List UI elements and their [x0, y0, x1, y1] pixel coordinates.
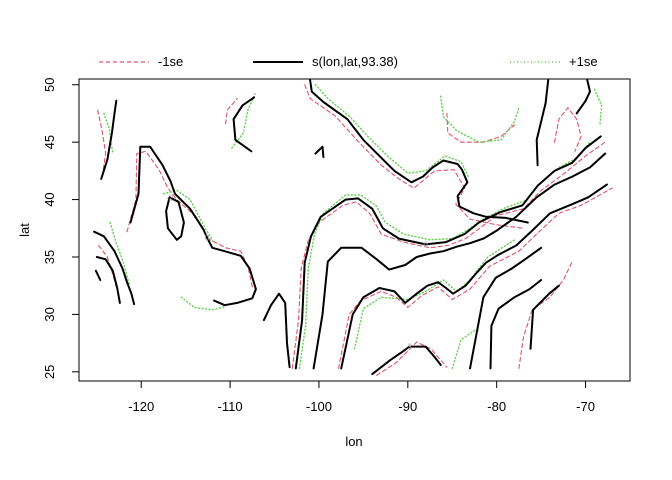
contour-line	[100, 99, 118, 180]
legend-label-plus1se: +1se	[569, 54, 598, 69]
contour-line	[376, 341, 448, 376]
contour-line	[180, 296, 227, 311]
y-tick-label: 35	[42, 250, 57, 264]
plot-frame	[78, 78, 631, 382]
y-axis: 25 30 35 40 45 50	[42, 78, 79, 379]
contour-line	[294, 135, 602, 370]
legend: -1se s(lon,lat,93.38) +1se	[99, 54, 598, 69]
legend-label-fit: s(lon,lat,93.38)	[312, 54, 398, 69]
contour-series-layer: 0 -2 0 3	[93, 79, 613, 376]
legend-label-minus1se: -1se	[158, 54, 183, 69]
x-tick-label: -100	[306, 399, 332, 414]
contour-line	[225, 97, 238, 125]
series-minus1se	[97, 84, 613, 376]
x-tick-label: -90	[398, 399, 417, 414]
contour-line	[489, 279, 543, 370]
contour-line	[446, 112, 516, 143]
contour-line	[535, 79, 550, 167]
contour-level-label: 3	[407, 343, 412, 352]
series-fit: 0 -2 0 3	[93, 79, 608, 376]
contour-line	[312, 152, 607, 370]
contour-line	[529, 284, 560, 350]
contour-line	[129, 145, 257, 307]
contour-line	[291, 141, 606, 369]
contour-level-label: -2	[166, 193, 174, 202]
contour-line	[94, 269, 102, 281]
y-tick-label: 50	[42, 78, 57, 92]
contour-line	[593, 88, 603, 127]
y-axis-title: lat	[17, 223, 32, 237]
contour-line	[109, 221, 131, 287]
contour-line	[93, 230, 136, 306]
contour-line	[98, 244, 120, 298]
contour-level-label: 0	[423, 240, 428, 249]
contour-line	[304, 84, 524, 229]
y-tick-label: 25	[42, 365, 57, 379]
contour-level-label: 0	[205, 233, 210, 242]
y-tick-label: 40	[42, 192, 57, 206]
contour-line	[353, 239, 516, 350]
contour-line	[518, 261, 573, 369]
contour-line	[262, 292, 291, 369]
x-tick-label: -110	[218, 399, 243, 414]
x-axis: -120 -110 -100 -90 -80 -70	[128, 381, 595, 414]
y-tick-label: 45	[42, 135, 57, 149]
y-tick-label: 30	[42, 307, 57, 321]
x-tick-label: -80	[487, 399, 506, 414]
contour-line	[309, 79, 529, 224]
contour-line	[97, 109, 107, 172]
contour-line	[371, 345, 442, 376]
x-tick-label: -70	[576, 399, 595, 414]
contour-line	[314, 145, 325, 159]
contour-line	[575, 79, 591, 115]
contour-line	[165, 196, 185, 241]
contour-line	[95, 256, 121, 304]
contour-line	[340, 183, 608, 370]
x-axis-title: lon	[345, 434, 362, 449]
contour-line	[126, 150, 253, 288]
contour-line	[337, 187, 613, 369]
contour-line	[232, 96, 256, 153]
contour-line	[103, 112, 114, 155]
x-tick-label: -120	[128, 399, 154, 414]
contour-line	[469, 246, 543, 370]
contour-line	[314, 83, 469, 178]
contour-line	[451, 329, 476, 370]
contour-line	[298, 141, 591, 370]
contour-line	[440, 95, 520, 143]
contour-line	[553, 107, 582, 152]
